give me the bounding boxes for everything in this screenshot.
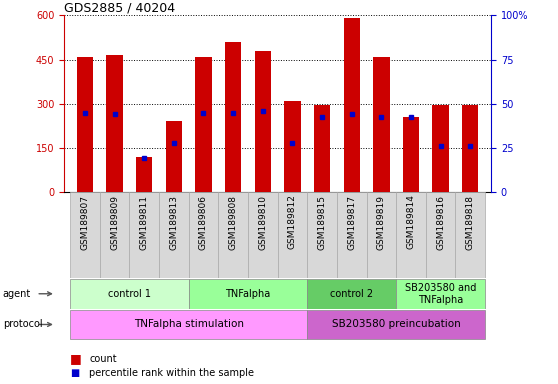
Text: GSM189808: GSM189808 [229,195,238,250]
Text: TNFalpha: TNFalpha [225,289,271,299]
Bar [403,117,419,192]
Bar [278,192,307,278]
Text: protocol: protocol [3,319,42,329]
Bar [129,192,159,278]
Text: agent: agent [3,289,31,299]
Bar [107,55,123,192]
Text: GSM189807: GSM189807 [80,195,89,250]
Text: control 1: control 1 [108,289,151,299]
Text: control 2: control 2 [330,289,373,299]
Bar [344,18,360,192]
Bar [455,192,485,278]
Text: GSM189819: GSM189819 [377,195,386,250]
Text: ■: ■ [70,368,79,378]
Bar [307,192,337,278]
Bar [462,105,478,192]
Text: GSM189817: GSM189817 [347,195,356,250]
Bar [426,192,455,278]
Bar [373,56,389,192]
Bar [189,192,218,278]
Bar [396,192,426,278]
Bar [70,192,100,278]
Text: SB203580 preincubation: SB203580 preincubation [332,319,460,329]
Bar [159,192,189,278]
Bar [70,310,307,339]
Bar [70,279,189,308]
Text: percentile rank within the sample: percentile rank within the sample [89,368,254,378]
Text: GSM189811: GSM189811 [140,195,149,250]
Bar [136,157,152,192]
Bar [307,310,485,339]
Bar [367,192,396,278]
Bar [225,42,241,192]
Text: count: count [89,354,117,364]
Text: GSM189815: GSM189815 [318,195,326,250]
Bar [100,192,129,278]
Bar [195,56,211,192]
Bar [189,279,307,308]
Bar [218,192,248,278]
Bar [396,279,485,308]
Text: SB203580 and
TNFalpha: SB203580 and TNFalpha [405,283,477,305]
Bar [254,51,271,192]
Bar [314,105,330,192]
Text: TNFalpha stimulation: TNFalpha stimulation [134,319,244,329]
Text: GSM189813: GSM189813 [169,195,179,250]
Bar [248,192,278,278]
Text: ■: ■ [70,353,81,366]
Text: GSM189814: GSM189814 [406,195,416,250]
Bar [337,192,367,278]
Bar [307,279,396,308]
Bar [166,121,182,192]
Text: GSM189810: GSM189810 [258,195,267,250]
Text: GSM189806: GSM189806 [199,195,208,250]
Text: GSM189812: GSM189812 [288,195,297,250]
Bar [77,56,93,192]
Bar [432,105,449,192]
Text: GSM189816: GSM189816 [436,195,445,250]
Text: GDS2885 / 40204: GDS2885 / 40204 [64,1,175,14]
Text: GSM189809: GSM189809 [110,195,119,250]
Bar [284,101,301,192]
Text: GSM189818: GSM189818 [466,195,475,250]
